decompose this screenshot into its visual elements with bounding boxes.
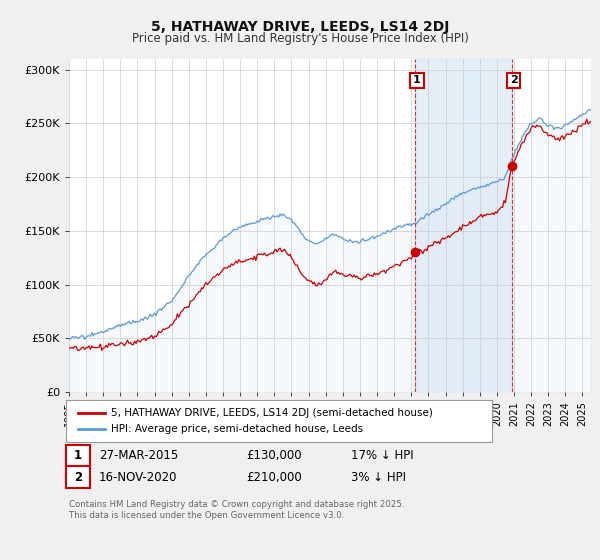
Text: Price paid vs. HM Land Registry's House Price Index (HPI): Price paid vs. HM Land Registry's House … bbox=[131, 32, 469, 45]
Text: £130,000: £130,000 bbox=[246, 449, 302, 462]
Bar bbox=[415, 59, 512, 392]
Text: 1: 1 bbox=[74, 449, 82, 462]
Text: 16-NOV-2020: 16-NOV-2020 bbox=[99, 470, 178, 484]
Text: £210,000: £210,000 bbox=[246, 470, 302, 484]
Text: 3% ↓ HPI: 3% ↓ HPI bbox=[351, 470, 406, 484]
Text: HPI: Average price, semi-detached house, Leeds: HPI: Average price, semi-detached house,… bbox=[111, 424, 363, 435]
Text: Contains HM Land Registry data © Crown copyright and database right 2025.
This d: Contains HM Land Registry data © Crown c… bbox=[69, 500, 404, 520]
Text: 27-MAR-2015: 27-MAR-2015 bbox=[99, 449, 178, 462]
Text: 5, HATHAWAY DRIVE, LEEDS, LS14 2DJ (semi-detached house): 5, HATHAWAY DRIVE, LEEDS, LS14 2DJ (semi… bbox=[111, 408, 433, 418]
Text: 2: 2 bbox=[74, 470, 82, 484]
Text: 1: 1 bbox=[413, 75, 421, 85]
Text: 5, HATHAWAY DRIVE, LEEDS, LS14 2DJ: 5, HATHAWAY DRIVE, LEEDS, LS14 2DJ bbox=[151, 20, 449, 34]
Text: 2: 2 bbox=[510, 75, 518, 85]
Text: 17% ↓ HPI: 17% ↓ HPI bbox=[351, 449, 413, 462]
